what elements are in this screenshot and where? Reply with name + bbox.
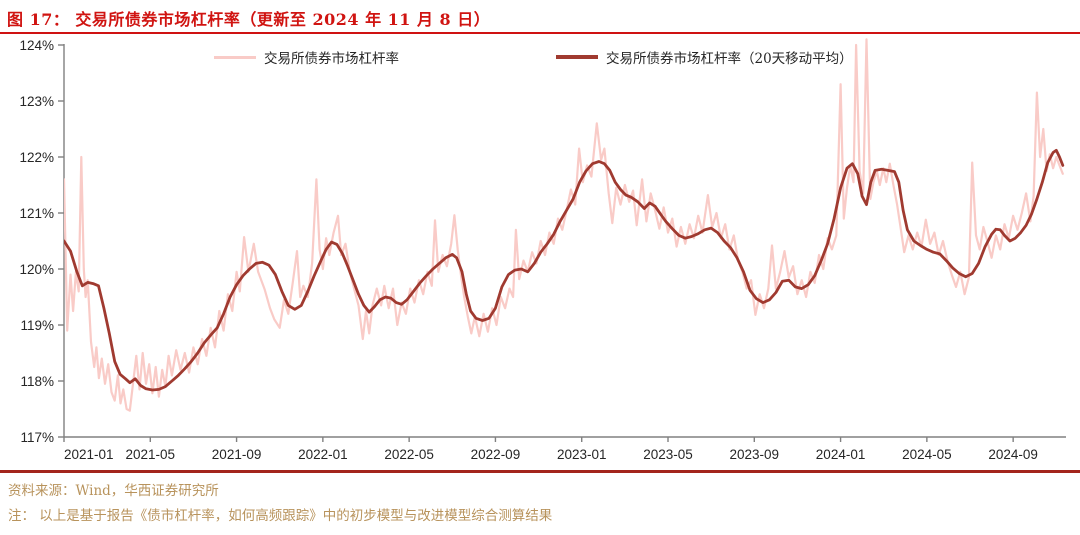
y-tick-label: 121% — [19, 206, 54, 221]
x-tick-label: 2023-05 — [643, 447, 693, 462]
x-tick-label: 2022-01 — [298, 447, 348, 462]
legend-label-daily: 交易所债券市场杠杆率 — [264, 51, 399, 67]
x-tick-label: 2024-01 — [816, 447, 866, 462]
y-tick-label: 120% — [19, 262, 54, 277]
legend-swatch-ma20 — [556, 55, 598, 59]
x-tick-label: 2023-09 — [730, 447, 780, 462]
x-tick-label: 2024-05 — [902, 447, 952, 462]
title-divider — [0, 32, 1080, 34]
y-tick-label: 117% — [20, 430, 54, 445]
note-text: 注： 以上是基于报告《债市杠杆率，如何高频跟踪》中的初步模型与改进模型综合测算结… — [8, 508, 553, 524]
legend-label-ma20: 交易所债券市场杠杆率（20天移动平均） — [606, 51, 853, 67]
y-tick-label: 119% — [20, 318, 54, 333]
series-ma20-leverage — [64, 148, 1065, 392]
series-daily-leverage — [64, 38, 1064, 412]
page-title: 图 17： 交易所债券市场杠杆率（更新至 2024 年 11 月 8 日） — [7, 10, 491, 29]
legend-swatch-daily — [214, 55, 256, 59]
y-tick-label: 124% — [19, 38, 54, 53]
x-tick-label: 2022-05 — [384, 447, 434, 462]
y-tick-label: 118% — [20, 374, 54, 389]
x-tick-label: 2023-01 — [557, 447, 607, 462]
x-tick-label: 2021-01 — [64, 447, 114, 462]
x-tick-label: 2024-09 — [988, 447, 1038, 462]
y-tick-label: 122% — [19, 150, 54, 165]
x-tick-label: 2022-09 — [471, 447, 521, 462]
legend-item-ma20: 交易所债券市场杠杆率（20天移动平均） — [556, 49, 853, 67]
x-tick-label: 2021-09 — [212, 447, 262, 462]
footer-divider — [0, 470, 1080, 473]
y-tick-label: 123% — [19, 94, 54, 109]
x-tick-label: 2021-05 — [126, 447, 176, 462]
legend-item-daily: 交易所债券市场杠杆率 — [214, 49, 399, 67]
source-text: 资料来源：Wind，华西证券研究所 — [8, 483, 219, 499]
